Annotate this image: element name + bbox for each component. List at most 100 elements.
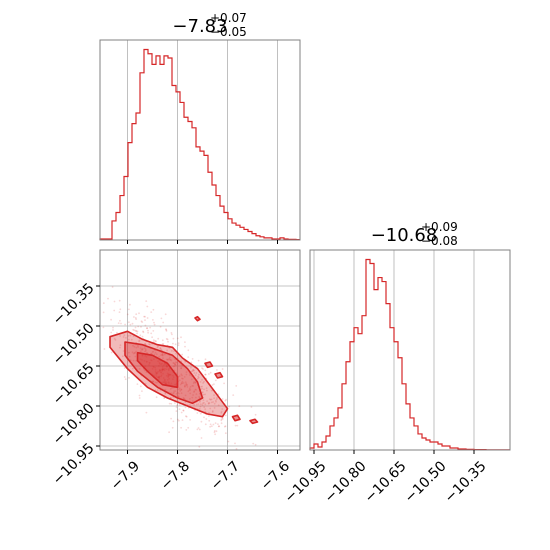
scatter-point (216, 369, 218, 371)
scatter-point (144, 342, 146, 345)
scatter-panel: −7.9 −7.8 −7.7 −7.6 −10.95−10.80−10.65−10.5… (50, 249, 301, 494)
scatter-point (181, 374, 183, 377)
scatter-point (133, 329, 136, 332)
scatter-point (152, 319, 154, 321)
scatter-point (175, 410, 178, 412)
scatter-point (168, 382, 170, 385)
contour-level (204, 361, 214, 369)
scatter-point (207, 402, 210, 404)
scatter-point (142, 330, 144, 333)
scatter-point (152, 366, 155, 368)
scatter-point (137, 344, 139, 347)
scatter-point (170, 382, 173, 385)
scatter-point (162, 368, 164, 371)
scatter-point (135, 346, 138, 349)
scatter-point (235, 385, 238, 387)
scatter-point (113, 309, 116, 312)
scatter-point (161, 369, 164, 371)
scatter-point (167, 368, 170, 371)
scatter-point (202, 393, 205, 396)
scatter-point (220, 410, 223, 413)
scatter-point (152, 308, 155, 311)
scatter-point (165, 365, 168, 368)
scatter-point (152, 380, 154, 383)
scatter-point (120, 322, 122, 325)
scatter-point (127, 335, 130, 337)
hist-panel-0: −7.83 +0.07 −0.05 (99, 11, 301, 244)
scatter-point (161, 366, 164, 368)
scatter-point (193, 403, 196, 406)
scatter-point (134, 355, 137, 358)
scatter-point (118, 299, 121, 302)
scatter-point (150, 352, 153, 355)
scatter-point (173, 391, 175, 394)
scatter-point (190, 361, 193, 364)
scatter-point (168, 373, 171, 376)
scatter-point (211, 410, 214, 412)
scatter-point (172, 376, 175, 379)
scatter-point (177, 342, 180, 345)
scatter-point (182, 397, 185, 399)
scatter-point (166, 372, 169, 375)
scatter-point (197, 359, 200, 362)
hist-0-ticks (127, 240, 278, 244)
scatter-point (201, 385, 204, 388)
scatter-point (209, 425, 212, 428)
scatter-point (189, 392, 192, 395)
scatter-point (162, 343, 165, 346)
scatter-point (182, 409, 185, 412)
scatter-point (192, 382, 195, 385)
param-0-title-plus: +0.07 (210, 11, 247, 25)
scatter-point (178, 375, 181, 377)
scatter-point (221, 417, 224, 419)
scatter-point (161, 343, 164, 345)
scatter-point (213, 407, 216, 409)
scatter-point (160, 372, 163, 374)
scatter-point (102, 326, 105, 329)
scatter-point (187, 426, 190, 429)
scatter-point (185, 373, 188, 376)
scatter-point (150, 359, 152, 361)
scatter-point (220, 412, 223, 414)
scatter-point (203, 388, 205, 391)
scatter-point (139, 385, 142, 388)
hist-1-step-line (309, 258, 510, 451)
scatter-point (110, 351, 113, 354)
scatter-gridlines (100, 250, 300, 450)
scatter-point (184, 384, 187, 386)
scatter-point (162, 372, 164, 375)
scatter-point (165, 381, 168, 384)
scatter-point (117, 322, 120, 324)
scatter-point (165, 374, 168, 377)
scatter-point (234, 424, 237, 427)
scatter-point (168, 374, 170, 377)
scatter-point (191, 400, 194, 403)
scatter-point (163, 369, 166, 372)
scatter-point (146, 327, 149, 330)
scatter-point (178, 387, 181, 390)
scatter-point (144, 348, 147, 351)
scatter-point (220, 418, 223, 421)
scatter-point (201, 379, 203, 381)
scatter-point (180, 388, 183, 391)
scatter-point (172, 362, 175, 364)
scatter-point (147, 329, 149, 332)
scatter-point (161, 354, 164, 357)
scatter-point (128, 377, 130, 379)
hist-panel-1: −10.95−10.80−10.65−10.50−10.35 −10.68 +0… (282, 220, 511, 506)
param-0-title-minus: −0.05 (210, 25, 247, 39)
scatter-point (204, 369, 207, 372)
scatter-point (204, 373, 207, 376)
scatter-point (139, 334, 142, 337)
contour-level (214, 371, 224, 379)
scatter-point (136, 330, 139, 333)
scatter-point (177, 391, 179, 394)
scatter-point (119, 335, 121, 337)
scatter-point (166, 366, 169, 368)
scatter-point (213, 402, 216, 405)
scatter-point (203, 380, 205, 383)
scatter-point (208, 415, 210, 417)
scatter-point (197, 375, 200, 378)
scatter-point (156, 371, 159, 373)
scatter-point (170, 332, 173, 334)
